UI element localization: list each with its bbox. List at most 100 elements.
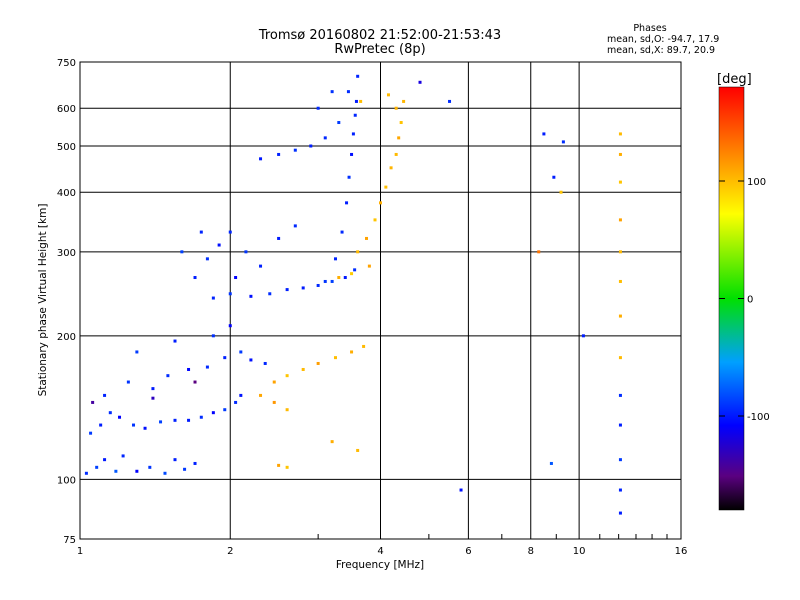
data-point: [373, 218, 377, 222]
y-tick-label: 600: [57, 104, 76, 115]
y-tick-label: 300: [57, 248, 76, 259]
stats-line-o: mean, sd,O: -94.7, 17.9: [607, 34, 719, 45]
data-point: [353, 268, 357, 272]
data-point: [359, 99, 363, 103]
chart-subtitle: RwPretec (8p): [334, 42, 425, 57]
data-point: [618, 314, 622, 318]
data-point: [581, 334, 585, 338]
colorbar-tick-label: 0: [747, 295, 753, 306]
data-point: [277, 152, 281, 156]
data-point: [618, 393, 622, 397]
data-point: [249, 358, 253, 362]
data-point: [228, 324, 232, 328]
data-point: [394, 106, 398, 110]
data-point: [362, 344, 366, 348]
data-point: [365, 236, 369, 240]
data-point: [350, 152, 354, 156]
data-point: [351, 132, 355, 136]
data-point: [183, 467, 187, 471]
data-point: [91, 400, 95, 404]
data-point: [330, 90, 334, 94]
data-point: [272, 400, 276, 404]
data-point: [205, 257, 209, 261]
data-point: [277, 236, 281, 240]
data-point: [618, 423, 622, 427]
data-point: [173, 458, 177, 462]
data-point: [618, 250, 622, 254]
x-axis-ticks: 1 2 4 6 8 10 16: [77, 534, 688, 557]
data-point: [356, 250, 360, 254]
data-point: [173, 339, 177, 343]
data-point: [367, 264, 371, 268]
colorbar-tick-label: 100: [747, 177, 766, 188]
data-point: [108, 411, 112, 415]
y-tick-label: 200: [57, 332, 76, 343]
data-point: [249, 294, 253, 298]
data-point: [345, 201, 349, 205]
data-point: [330, 440, 334, 444]
data-point: [350, 272, 354, 276]
data-point: [263, 361, 267, 365]
stats-heading: Phases: [633, 23, 666, 34]
colorbar-tick-label: -100: [747, 412, 770, 423]
data-point: [99, 423, 103, 427]
data-point: [143, 426, 147, 430]
data-point: [337, 276, 341, 280]
data-point: [618, 180, 622, 184]
data-point: [356, 74, 360, 78]
data-point: [121, 454, 125, 458]
data-point: [95, 465, 99, 469]
data-point: [389, 166, 393, 170]
colorbar-ticks: 100 0 -100: [719, 177, 770, 423]
y-tick-label: 500: [57, 142, 76, 153]
data-point: [542, 132, 546, 136]
data-point: [135, 469, 139, 473]
data-point: [316, 283, 320, 287]
data-point: [228, 230, 232, 234]
data-point: [559, 190, 563, 194]
data-point: [347, 175, 351, 179]
data-point: [418, 80, 422, 84]
data-point: [354, 99, 358, 103]
data-point: [618, 218, 622, 222]
data-point: [277, 463, 281, 467]
chart-title: Tromsø 20160802 21:52:00-21:53:43: [258, 28, 501, 43]
data-point: [618, 511, 622, 515]
data-point: [148, 465, 152, 469]
data-point: [187, 367, 191, 371]
data-point: [386, 93, 390, 97]
data-point: [114, 469, 118, 473]
data-point: [193, 276, 197, 280]
data-point: [205, 365, 209, 369]
data-point: [285, 408, 289, 412]
data-point: [223, 408, 227, 412]
data-point: [151, 396, 155, 400]
data-point: [340, 230, 344, 234]
data-point: [323, 279, 327, 283]
data-point: [84, 471, 88, 475]
x-tick-label: 16: [675, 546, 688, 557]
data-point: [103, 458, 107, 462]
data-point: [343, 276, 347, 280]
data-point: [285, 465, 289, 469]
data-point: [384, 185, 388, 189]
data-point: [309, 144, 313, 148]
data-point: [618, 356, 622, 360]
data-point: [552, 175, 556, 179]
data-point: [293, 148, 297, 152]
data-point: [285, 374, 289, 378]
data-point: [132, 423, 136, 427]
y-tick-label: 400: [57, 188, 76, 199]
data-point: [259, 393, 263, 397]
data-point: [323, 136, 327, 140]
data-point: [618, 132, 622, 136]
data-point: [346, 90, 350, 94]
data-point: [397, 136, 401, 140]
data-point: [228, 292, 232, 296]
x-tick-label: 8: [528, 546, 534, 557]
colorbar-label: [deg]: [717, 72, 752, 87]
data-point: [234, 400, 238, 404]
data-point: [350, 350, 354, 354]
data-point: [193, 380, 197, 384]
